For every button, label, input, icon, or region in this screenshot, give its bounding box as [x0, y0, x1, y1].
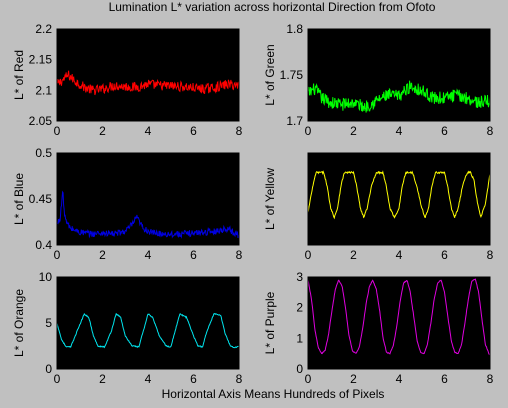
blue-x-tick-label: 2	[99, 248, 106, 262]
subplot-green: 0 2 4 6 8 1.7 1.75 1.8 L* of Green	[263, 22, 494, 138]
orange-x-tick-label: 8	[236, 372, 243, 386]
orange-y-tick-label: 10	[39, 270, 53, 284]
purple-x-tick-label: 8	[487, 372, 494, 386]
yellow-x-tick-label: 8	[487, 248, 494, 262]
yellow-y-axis-label: L* of Yellow	[263, 168, 277, 230]
red-y-axis-label: L* of Red	[12, 50, 26, 100]
green-plot-area	[308, 29, 490, 121]
yellow-x-tick-label: 6	[441, 248, 448, 262]
green-series-line	[307, 80, 491, 113]
red-plot-area	[57, 29, 239, 121]
yellow-plot-area	[308, 153, 490, 245]
subplot-grid: 0 2 4 6 8 2.05 2.1 2.15 2.2 L* of Red 0 2 4 6 8 1.7 1.75…	[12, 22, 494, 386]
purple-x-tick-label: 4	[396, 372, 403, 386]
yellow-x-tick-label: 0	[305, 248, 312, 262]
purple-y-tick-label: 3	[296, 270, 303, 284]
subplot-yellow: 0 2 4 6 8 L* of Yellow	[263, 152, 494, 262]
blue-y-tick-label: 0.45	[29, 192, 53, 206]
green-y-tick-label: 1.7	[286, 114, 303, 128]
blue-x-tick-label: 4	[145, 248, 152, 262]
red-series-line	[56, 70, 240, 96]
subplot-purple: 0 2 4 6 8 0 1 2 3 L* of Purple	[263, 270, 494, 386]
orange-y-tick-label: 0	[45, 362, 52, 376]
red-y-tick-label: 2.2	[35, 22, 52, 36]
red-x-tick-label: 4	[145, 124, 152, 138]
red-x-tick-label: 2	[99, 124, 106, 138]
purple-plot-area	[308, 277, 490, 369]
subplot-red: 0 2 4 6 8 2.05 2.1 2.15 2.2 L* of Red	[12, 22, 243, 138]
orange-x-tick-label: 2	[99, 372, 106, 386]
red-y-tick-label: 2.05	[29, 114, 53, 128]
green-x-tick-label: 4	[396, 124, 403, 138]
blue-x-tick-label: 0	[54, 248, 61, 262]
orange-x-tick-label: 6	[190, 372, 197, 386]
green-y-tick-label: 1.8	[286, 22, 303, 36]
purple-y-tick-label: 2	[296, 301, 303, 315]
orange-y-axis-label: L* of Orange	[12, 289, 26, 357]
blue-y-tick-label: 0.4	[35, 238, 52, 252]
green-y-axis-label: L* of Green	[263, 44, 277, 105]
red-x-tick-label: 6	[190, 124, 197, 138]
green-x-tick-label: 2	[350, 124, 357, 138]
purple-x-tick-label: 6	[441, 372, 448, 386]
red-y-tick-label: 2.15	[29, 53, 53, 67]
purple-x-tick-label: 2	[350, 372, 357, 386]
green-x-tick-label: 0	[305, 124, 312, 138]
red-x-tick-label: 8	[236, 124, 243, 138]
purple-x-tick-label: 0	[305, 372, 312, 386]
green-y-tick-label: 1.75	[280, 68, 304, 82]
blue-y-tick-label: 0.5	[35, 146, 52, 160]
figure-footnote: Horizontal Axis Means Hundreds of Pixels	[162, 387, 385, 401]
blue-x-tick-label: 8	[236, 248, 243, 262]
red-y-tick-label: 2.1	[35, 83, 52, 97]
blue-series-line	[56, 190, 240, 239]
purple-y-tick-label: 1	[296, 331, 303, 345]
orange-x-tick-label: 0	[54, 372, 61, 386]
yellow-x-tick-label: 2	[350, 248, 357, 262]
green-x-tick-label: 8	[487, 124, 494, 138]
orange-series-line	[56, 312, 240, 349]
figure-title: Lumination L* variation across horizonta…	[109, 0, 436, 14]
yellow-x-tick-label: 4	[396, 248, 403, 262]
subplot-blue: 0 2 4 6 8 0.4 0.45 0.5 L* of Blue	[12, 146, 243, 262]
orange-y-tick-label: 5	[45, 316, 52, 330]
orange-x-tick-label: 4	[145, 372, 152, 386]
green-x-tick-label: 6	[441, 124, 448, 138]
purple-y-tick-label: 0	[296, 362, 303, 376]
blue-x-tick-label: 6	[190, 248, 197, 262]
subplot-orange: 0 2 4 6 8 0 5 10 L* of Orange	[12, 270, 243, 386]
blue-y-axis-label: L* of Blue	[12, 173, 26, 225]
yellow-series-line	[307, 170, 491, 220]
red-x-tick-label: 0	[54, 124, 61, 138]
orange-plot-area	[57, 277, 239, 369]
purple-series-line	[307, 278, 491, 356]
purple-y-axis-label: L* of Purple	[263, 291, 277, 354]
